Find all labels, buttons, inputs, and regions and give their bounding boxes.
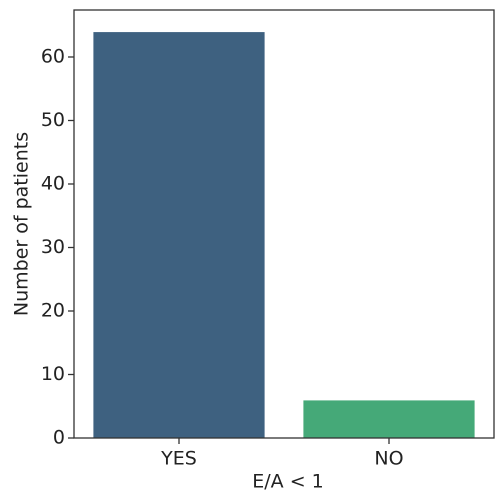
- y-tick-label: 60: [41, 45, 65, 67]
- y-tick-label: 0: [53, 427, 65, 449]
- y-tick-label: 10: [41, 363, 65, 385]
- x-tick-label: NO: [374, 448, 403, 470]
- y-tick-label: 40: [41, 172, 65, 194]
- bar: [302, 399, 476, 439]
- y-tick-label: 30: [41, 236, 65, 258]
- x-tick-label: YES: [160, 448, 197, 470]
- y-tick-label: 20: [41, 299, 65, 321]
- x-axis-label: E/A < 1: [252, 471, 324, 493]
- y-tick-label: 50: [41, 109, 65, 131]
- y-axis-label: Number of patients: [11, 132, 33, 316]
- plot-frame: [73, 9, 495, 439]
- bar: [92, 31, 266, 439]
